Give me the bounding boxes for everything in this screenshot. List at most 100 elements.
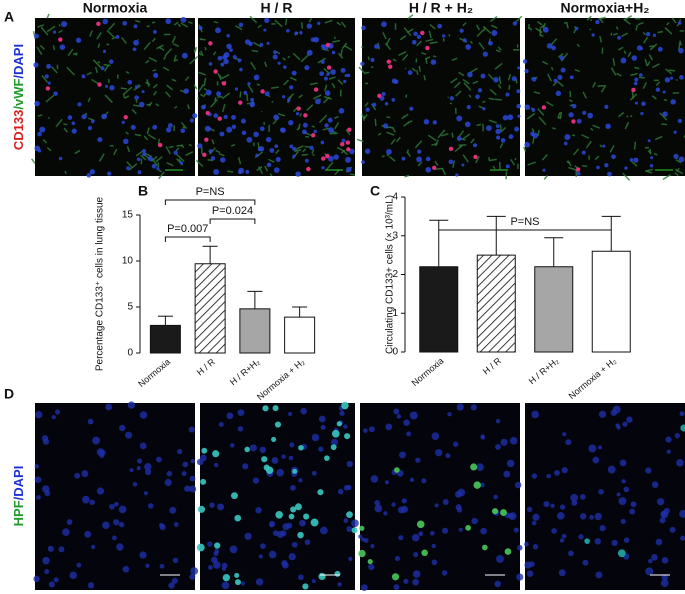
texture: [428, 30, 432, 39]
texture: [143, 41, 151, 51]
texture: [624, 121, 630, 130]
texture: [277, 112, 286, 117]
texture: [377, 93, 382, 99]
texture: [122, 93, 126, 99]
texture: [258, 166, 264, 175]
texture: [455, 173, 459, 177]
texture: [413, 31, 418, 36]
texture: [210, 556, 218, 564]
texture: [296, 106, 301, 111]
texture: [232, 54, 237, 60]
texture: [205, 89, 212, 96]
texture: [550, 38, 558, 46]
texture: [109, 503, 115, 510]
texture: [631, 55, 638, 61]
texture: [466, 105, 471, 110]
texture: [370, 66, 374, 69]
texture: [48, 581, 55, 588]
panel-label: C: [370, 183, 380, 199]
texture: [475, 94, 480, 100]
texture: [640, 111, 644, 116]
texture: [425, 38, 434, 43]
texture: [61, 21, 67, 28]
texture: [341, 42, 348, 49]
texture: [244, 446, 250, 453]
texture: [163, 66, 170, 72]
texture: [574, 68, 580, 73]
texture: [610, 67, 617, 76]
texture: [503, 470, 511, 478]
texture: [296, 127, 301, 131]
texture: [313, 94, 322, 100]
texture: [264, 61, 268, 68]
texture: [385, 423, 393, 431]
texture: [516, 544, 523, 551]
texture: [291, 541, 298, 548]
texture: [46, 147, 52, 152]
texture: [346, 166, 352, 173]
texture: [386, 148, 392, 155]
texture: [253, 74, 260, 81]
texture: [193, 84, 198, 90]
texture: [665, 436, 672, 443]
texture: [450, 77, 458, 84]
texture: [499, 124, 502, 132]
column-title: H / R + H₂: [409, 0, 473, 16]
texture: [622, 421, 628, 427]
texture: [306, 23, 313, 29]
texture: [259, 126, 265, 132]
texture: [524, 141, 531, 148]
texture: [514, 15, 523, 24]
texture: [247, 84, 254, 93]
texture: [595, 19, 600, 25]
texture: [407, 14, 414, 20]
texture: [456, 403, 464, 411]
texture: [557, 74, 563, 80]
texture: [204, 137, 209, 142]
texture: [42, 485, 50, 493]
texture: [54, 409, 61, 415]
texture: [264, 17, 270, 24]
texture: [219, 131, 225, 137]
texture: [292, 468, 298, 474]
texture: [323, 68, 331, 75]
texture: [77, 102, 82, 107]
texture: [580, 494, 586, 500]
texture: [220, 62, 225, 67]
texture: [103, 63, 111, 67]
texture: [476, 463, 484, 471]
texture: [198, 52, 202, 56]
texture: [541, 154, 548, 161]
texture: [234, 579, 241, 586]
texture: [86, 71, 92, 76]
texture: [189, 573, 196, 580]
texture: [314, 98, 321, 105]
texture: [572, 148, 580, 156]
texture: [666, 22, 670, 26]
side-label-part: /DAPI: [11, 44, 26, 79]
texture: [480, 527, 487, 535]
bar: [194, 263, 226, 354]
texture: [393, 408, 400, 415]
texture: [105, 403, 113, 411]
texture: [299, 112, 303, 117]
texture: [283, 79, 289, 86]
texture: [409, 411, 418, 420]
texture: [268, 158, 275, 163]
texture: [155, 156, 163, 163]
texture: [340, 21, 347, 28]
texture: [621, 479, 626, 484]
texture: [264, 91, 270, 97]
texture: [203, 77, 207, 87]
texture: [303, 113, 308, 118]
texture: [566, 22, 569, 29]
texture: [321, 166, 325, 170]
texture: [158, 171, 165, 180]
texture: [111, 36, 117, 40]
texture: [551, 528, 557, 534]
texture: [324, 123, 329, 128]
texture: [358, 66, 365, 74]
texture: [226, 126, 233, 133]
texture: [452, 441, 459, 447]
texture: [542, 60, 549, 65]
